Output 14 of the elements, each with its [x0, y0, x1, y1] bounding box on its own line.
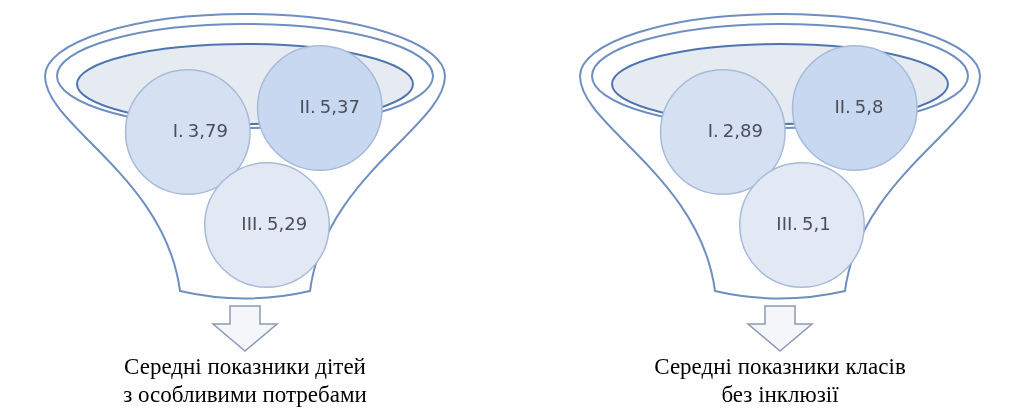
category-label: II.	[834, 96, 851, 117]
data-label: 5,8	[854, 96, 884, 117]
category-label: III.	[241, 213, 263, 234]
data-label: 5,29	[267, 213, 308, 234]
data-label: 3,79	[187, 120, 228, 141]
category-label: II.	[299, 96, 316, 117]
category-label: I.	[172, 120, 184, 141]
text: Середні показники класів без інклюзії	[654, 354, 906, 407]
data-label: 5,37	[319, 96, 360, 117]
category-label: I.	[707, 120, 719, 141]
text: Середні показники дітей з особливими потребами	[123, 354, 367, 407]
category-label: III.	[776, 213, 798, 234]
data-label: 2,89	[722, 120, 763, 141]
data-label: 5,1	[802, 213, 831, 234]
